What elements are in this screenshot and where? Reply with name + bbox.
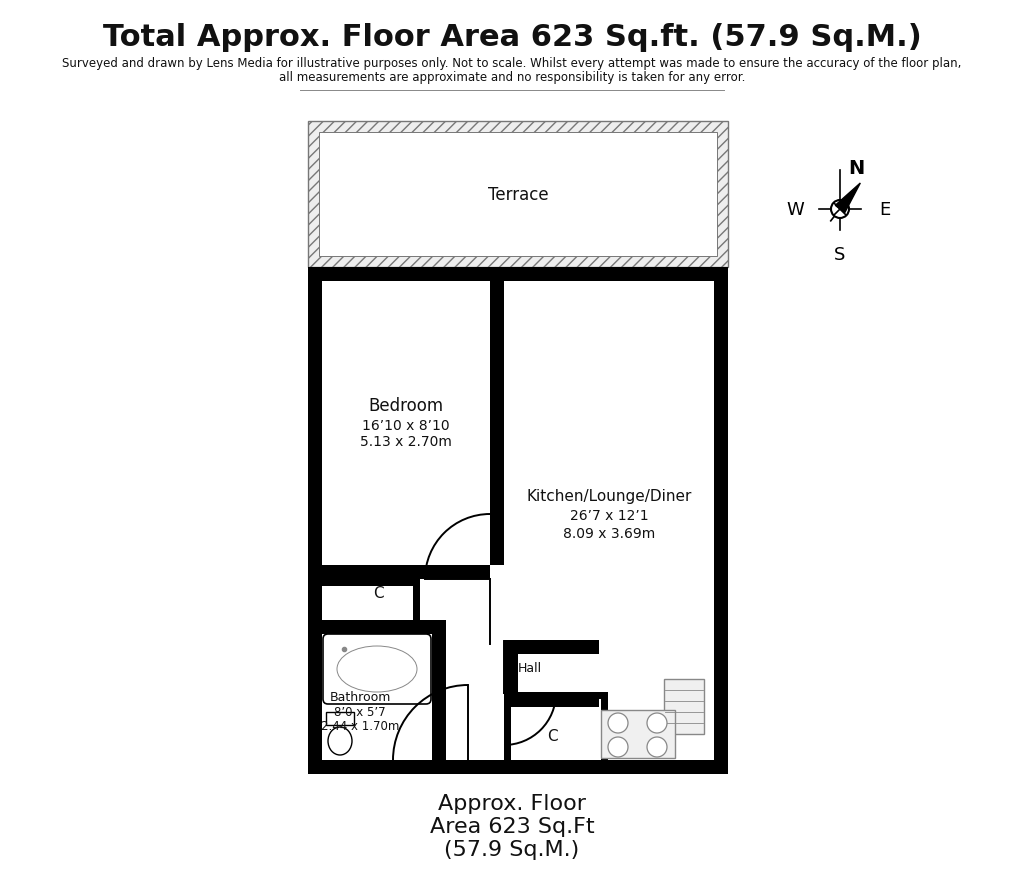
- Text: Terrace: Terrace: [487, 186, 548, 203]
- Text: W: W: [786, 201, 804, 218]
- Bar: [308, 267, 322, 774]
- Text: Surveyed and drawn by Lens Media for illustrative purposes only. Not to scale. W: Surveyed and drawn by Lens Media for ill…: [62, 56, 962, 69]
- Bar: [322, 620, 446, 634]
- Text: N: N: [849, 159, 865, 177]
- Text: all measurements are approximate and no responsibility is taken for any error.: all measurements are approximate and no …: [279, 70, 745, 83]
- Bar: [432, 620, 446, 760]
- Text: Bedroom: Bedroom: [369, 396, 443, 415]
- Bar: [504, 640, 599, 654]
- Ellipse shape: [337, 646, 417, 692]
- Text: (57.9 Sq.M.): (57.9 Sq.M.): [444, 839, 580, 859]
- Circle shape: [608, 713, 628, 733]
- Polygon shape: [836, 184, 860, 213]
- Bar: [308, 122, 728, 267]
- Text: Kitchen/Lounge/Diner: Kitchen/Lounge/Diner: [526, 488, 691, 503]
- Bar: [319, 132, 717, 257]
- Text: 8’0 x 5’7: 8’0 x 5’7: [334, 706, 386, 718]
- Bar: [504, 692, 601, 699]
- Text: C: C: [373, 586, 383, 601]
- Bar: [308, 760, 728, 774]
- Text: 5.13 x 2.70m: 5.13 x 2.70m: [360, 434, 452, 448]
- Text: Approx. Floor: Approx. Floor: [438, 793, 586, 813]
- Bar: [413, 580, 420, 620]
- Text: Bathroom: Bathroom: [330, 691, 391, 703]
- Circle shape: [831, 201, 849, 218]
- Bar: [326, 712, 354, 725]
- FancyBboxPatch shape: [323, 634, 431, 704]
- Text: E: E: [880, 201, 891, 218]
- Bar: [490, 267, 504, 566]
- Bar: [322, 566, 490, 580]
- Bar: [664, 679, 705, 734]
- Bar: [504, 640, 518, 693]
- Bar: [504, 692, 511, 760]
- Bar: [601, 692, 608, 760]
- Text: 2.44 x 1.70m: 2.44 x 1.70m: [321, 720, 399, 732]
- Bar: [504, 693, 599, 707]
- Circle shape: [608, 738, 628, 757]
- Ellipse shape: [328, 727, 352, 755]
- Text: 16’10 x 8’10: 16’10 x 8’10: [362, 418, 450, 432]
- Text: 8.09 x 3.69m: 8.09 x 3.69m: [563, 526, 655, 540]
- Text: C: C: [547, 729, 557, 744]
- Circle shape: [647, 738, 667, 757]
- Circle shape: [647, 713, 667, 733]
- Text: Total Approx. Floor Area 623 Sq.ft. (57.9 Sq.M.): Total Approx. Floor Area 623 Sq.ft. (57.…: [102, 23, 922, 52]
- Bar: [308, 267, 728, 282]
- Bar: [322, 580, 413, 587]
- Text: S: S: [835, 246, 846, 264]
- Bar: [601, 710, 675, 758]
- Text: Area 623 Sq.Ft: Area 623 Sq.Ft: [430, 816, 594, 836]
- Bar: [714, 267, 728, 774]
- Text: 26’7 x 12’1: 26’7 x 12’1: [569, 509, 648, 523]
- Text: Hall: Hall: [518, 660, 542, 674]
